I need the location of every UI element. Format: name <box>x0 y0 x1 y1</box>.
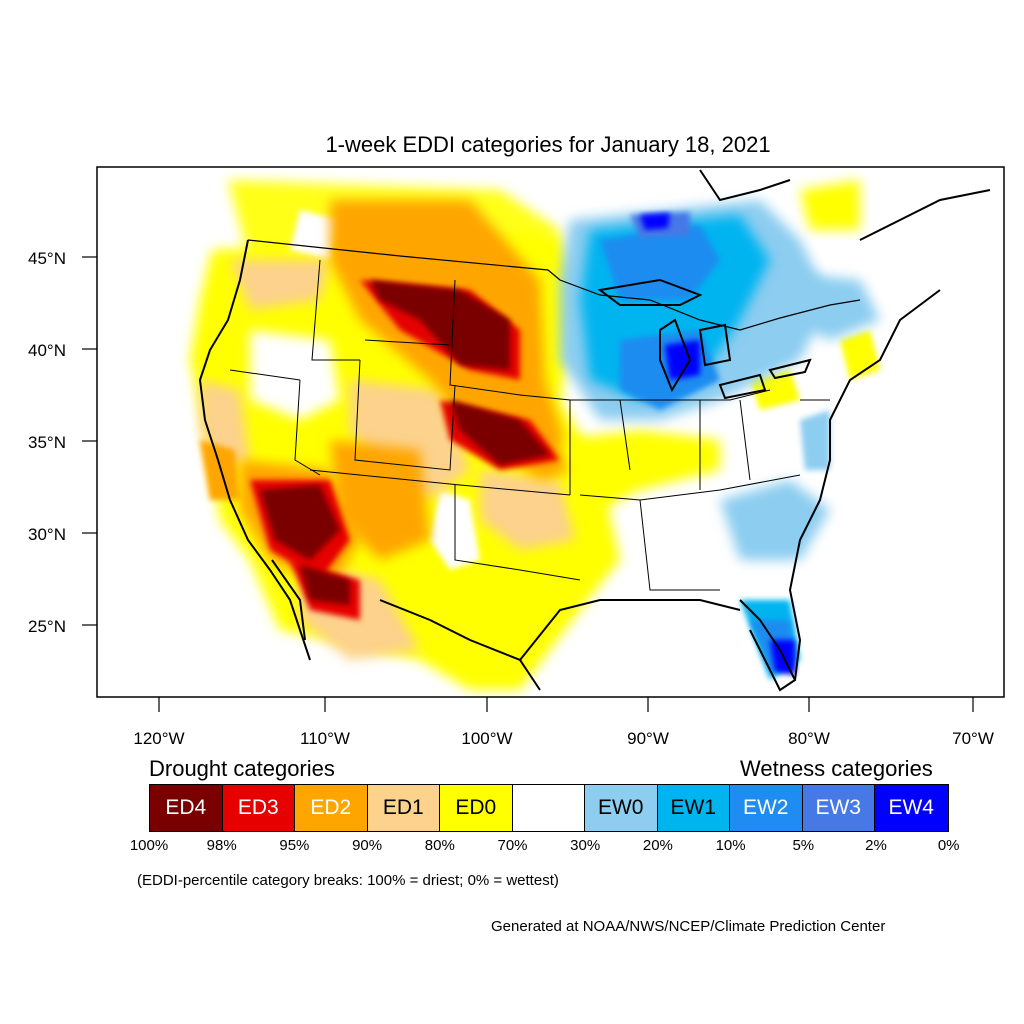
map-frame <box>96 166 1005 698</box>
map-shading <box>190 180 880 690</box>
legend-box-ew0: EW0 <box>585 785 658 831</box>
legend-box-ed3: ED3 <box>222 785 295 831</box>
lon-tick-label: 100°W <box>461 729 512 748</box>
lon-tick-label: 80°W <box>788 729 830 748</box>
percentile-label: 0% <box>937 837 960 854</box>
lon-tick-label: 70°W <box>952 729 994 748</box>
percentile-label: 70% <box>497 837 528 854</box>
lon-tick-label: 120°W <box>133 729 184 748</box>
map-outlines <box>229 239 861 591</box>
coastlines <box>198 169 991 692</box>
drought-heading: Drought categories <box>149 756 335 781</box>
legend-box-ew4: EW4 <box>875 785 948 831</box>
lat-tick-label: 30°N <box>28 525 66 544</box>
latitude-axis: 45°N 40°N 35°N 30°N 25°N <box>28 249 97 636</box>
percentile-label: 95% <box>279 837 310 854</box>
longitude-axis: 120°W 110°W 100°W 90°W 80°W 70°W <box>133 697 994 748</box>
lat-tick-label: 25°N <box>28 617 66 636</box>
percentile-label: 100% <box>129 837 169 854</box>
legend-box-ed2: ED2 <box>295 785 368 831</box>
category-legend: ED4 ED3 ED2 ED1 ED0 EW0 EW1 EW2 EW3 EW4 <box>149 784 949 832</box>
lat-tick-label: 45°N <box>28 249 66 268</box>
percentile-label: 80% <box>424 837 455 854</box>
percentile-label: 10% <box>715 837 746 854</box>
percentile-label: 90% <box>352 837 383 854</box>
wetness-heading: Wetness categories <box>740 756 933 781</box>
legend-box-ew1: EW1 <box>657 785 730 831</box>
percentile-label: 30% <box>570 837 601 854</box>
percentile-label: 98% <box>206 837 237 854</box>
map-title: 1-week EDDI categories for January 18, 2… <box>325 132 771 157</box>
legend-box-ed4: ED4 <box>150 785 223 831</box>
percentile-label: 5% <box>792 837 815 854</box>
lon-tick-label: 110°W <box>300 729 350 748</box>
legend-box-ew2: EW2 <box>730 785 803 831</box>
percentile-label: 20% <box>642 837 673 854</box>
lat-tick-label: 35°N <box>28 433 66 452</box>
legend-box-ed1: ED1 <box>367 785 440 831</box>
percentile-label: 2% <box>865 837 887 854</box>
legend-box-ew3: EW3 <box>802 785 875 831</box>
lat-tick-label: 40°N <box>28 341 66 360</box>
category-note: (EDDI-percentile category breaks: 100% =… <box>137 872 559 889</box>
legend-box-neutral <box>512 785 585 831</box>
legend-box-ed0: ED0 <box>440 785 513 831</box>
credit-line: Generated at NOAA/NWS/NCEP/Climate Predi… <box>491 918 886 935</box>
lon-tick-label: 90°W <box>627 729 669 748</box>
